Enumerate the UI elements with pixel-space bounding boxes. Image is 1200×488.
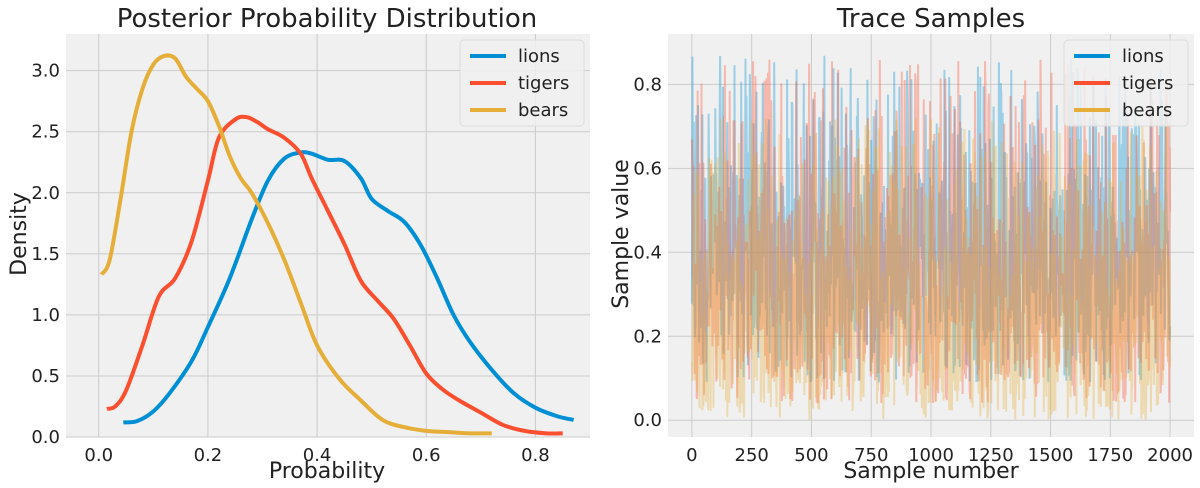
- y-tick-label: 0.6: [633, 158, 662, 179]
- y-tick-label: 1.0: [31, 305, 60, 326]
- trace-grid: [668, 34, 1194, 437]
- legend-box: [459, 39, 585, 127]
- x-tick-label: 0.4: [303, 445, 332, 466]
- x-tick-label: 0: [686, 445, 697, 466]
- x-tick-label: 0.6: [412, 445, 441, 466]
- trace-y-axis-label: Sample value: [609, 159, 634, 309]
- trace-line-tigers: [690, 59, 1172, 404]
- x-tick-label: 0.0: [84, 445, 113, 466]
- legend-label-bears: bears: [1122, 100, 1172, 121]
- trace-line-bears: [690, 118, 1172, 421]
- trace-chart: 0 250 500 750 1000 1250 1500 1750 2000 0.0 0.2 0.4…: [609, 4, 1194, 484]
- legend-box: [1063, 39, 1189, 127]
- y-tick-label: 0.0: [633, 410, 662, 431]
- trace-x-axis-label: Sample number: [843, 459, 1019, 484]
- y-tick-label: 3.0: [31, 61, 60, 82]
- density-x-axis-label: Probability: [269, 459, 385, 484]
- density-series-group: [99, 53, 575, 436]
- density-chart-title: Posterior Probability Distribution: [117, 4, 538, 34]
- x-tick-label: 1500: [1028, 445, 1074, 466]
- trace-line-lions: [690, 55, 1172, 383]
- density-chart: 0.0 0.2 0.4 0.6 0.8 0.0 0.5 1.0 1.5 2.0 2.5 3.0 Po…: [7, 4, 590, 484]
- x-tick-label: 0.8: [521, 445, 550, 466]
- x-tick-label: 2000: [1147, 445, 1193, 466]
- x-tick-label: 500: [794, 445, 828, 466]
- y-tick-label: 0.2: [633, 326, 662, 347]
- density-y-axis-label: Density: [7, 192, 32, 276]
- y-tick-label: 0.0: [31, 427, 60, 448]
- legend-label-bears: bears: [518, 100, 568, 121]
- y-tick-label: 0.8: [633, 74, 662, 95]
- trace-series-group: [690, 55, 1172, 421]
- y-tick-label: 2.0: [31, 183, 60, 204]
- series-line-bears: [99, 53, 492, 436]
- series-line-tigers: [106, 114, 563, 436]
- legend-label-tigers: tigers: [518, 73, 569, 94]
- y-tick-label: 1.5: [31, 244, 60, 265]
- series-line-lions: [123, 150, 575, 425]
- y-tick-label: 0.4: [633, 242, 662, 263]
- density-legend: lions tigers bears: [459, 39, 585, 127]
- trace-x-ticks: 0 250 500 750 1000 1250 1500 1750 2000: [686, 445, 1193, 466]
- x-tick-label: 0.2: [194, 445, 223, 466]
- x-tick-label: 1750: [1087, 445, 1133, 466]
- density-y-ticks: 0.0 0.5 1.0 1.5 2.0 2.5 3.0: [31, 61, 60, 448]
- legend-label-lions: lions: [1122, 46, 1164, 67]
- legend-label-tigers: tigers: [1122, 73, 1173, 94]
- trace-legend: lions tigers bears: [1063, 39, 1189, 127]
- x-tick-label: 750: [854, 445, 888, 466]
- trace-chart-title: Trace Samples: [836, 4, 1025, 34]
- x-tick-label: 1250: [968, 445, 1014, 466]
- x-tick-label: 250: [735, 445, 769, 466]
- legend-label-lions: lions: [518, 46, 560, 67]
- y-tick-label: 2.5: [31, 122, 60, 143]
- density-x-ticks: 0.0 0.2 0.4 0.6 0.8: [84, 445, 549, 466]
- trace-y-ticks: 0.0 0.2 0.4 0.6 0.8: [633, 74, 662, 431]
- y-tick-label: 0.5: [31, 366, 60, 387]
- x-tick-label: 1000: [908, 445, 954, 466]
